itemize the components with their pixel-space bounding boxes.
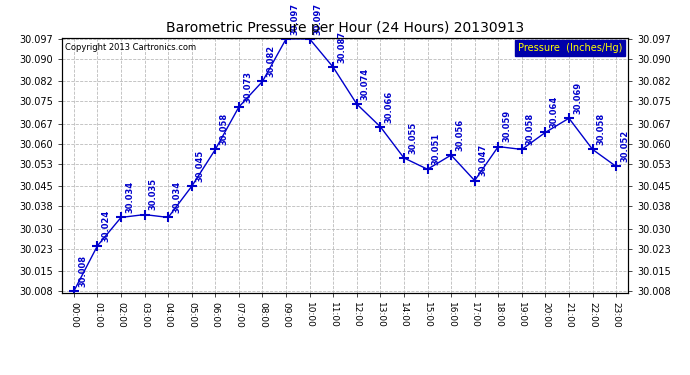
Text: 30.064: 30.064 [549, 96, 558, 128]
Text: 30.008: 30.008 [78, 255, 87, 287]
Text: 30.034: 30.034 [172, 181, 181, 213]
Text: 30.034: 30.034 [125, 181, 134, 213]
Text: 30.066: 30.066 [384, 90, 393, 123]
Text: 30.087: 30.087 [337, 31, 346, 63]
Text: 30.059: 30.059 [502, 110, 511, 142]
Text: Pressure  (Inches/Hg): Pressure (Inches/Hg) [518, 43, 622, 52]
Text: 30.035: 30.035 [149, 178, 158, 210]
Text: 30.058: 30.058 [597, 113, 606, 145]
Text: 30.097: 30.097 [290, 3, 299, 35]
Text: 30.024: 30.024 [101, 209, 110, 242]
Text: 30.047: 30.047 [479, 144, 488, 176]
Title: Barometric Pressure per Hour (24 Hours) 20130913: Barometric Pressure per Hour (24 Hours) … [166, 21, 524, 35]
Text: 30.097: 30.097 [314, 3, 323, 35]
Text: 30.056: 30.056 [455, 118, 464, 151]
Text: 30.058: 30.058 [526, 113, 535, 145]
Text: 30.082: 30.082 [266, 45, 275, 77]
Text: 30.052: 30.052 [620, 130, 629, 162]
Text: 30.051: 30.051 [432, 133, 441, 165]
Text: 30.073: 30.073 [243, 71, 252, 103]
Text: Copyright 2013 Cartronics.com: Copyright 2013 Cartronics.com [65, 43, 196, 52]
Text: 30.058: 30.058 [219, 113, 228, 145]
Text: 30.045: 30.045 [196, 150, 205, 182]
Text: 30.055: 30.055 [408, 122, 417, 154]
Text: 30.069: 30.069 [573, 82, 582, 114]
Text: 30.074: 30.074 [361, 68, 370, 100]
